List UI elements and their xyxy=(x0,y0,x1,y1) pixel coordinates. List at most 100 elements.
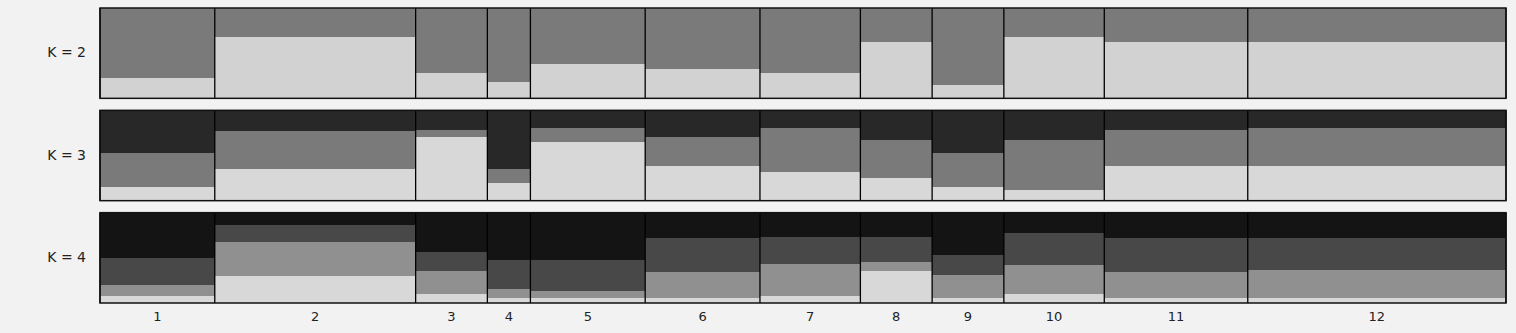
group-divider xyxy=(415,8,416,98)
bar-segment xyxy=(645,238,760,272)
bar-segment xyxy=(932,255,1004,275)
row-label: K = 4 xyxy=(47,249,86,265)
bar-segment xyxy=(1248,8,1506,42)
bar-segment xyxy=(530,213,645,260)
bar-segment xyxy=(860,8,932,42)
bar-segment xyxy=(416,130,488,137)
bar-segment xyxy=(487,183,530,201)
bar-segment xyxy=(530,64,645,98)
bar-segment xyxy=(760,110,860,128)
bar-segment xyxy=(215,8,416,37)
bar-segment xyxy=(530,260,645,292)
group-divider xyxy=(1003,8,1004,98)
bar-segment xyxy=(215,213,416,226)
group-divider xyxy=(1104,110,1105,200)
row-label: K = 2 xyxy=(47,44,86,60)
bar-segment xyxy=(645,110,760,137)
group-divider xyxy=(530,213,531,303)
group-divider xyxy=(530,110,531,200)
bar-segment xyxy=(215,131,416,169)
bar-segment xyxy=(760,264,860,296)
bar-segment xyxy=(645,298,760,303)
frame xyxy=(100,8,1506,98)
bar-segment xyxy=(645,8,760,69)
tick-label: 12 xyxy=(1369,309,1386,324)
bar-segment xyxy=(1004,233,1104,265)
bar-segment xyxy=(760,296,860,303)
bar-segment xyxy=(1104,213,1247,238)
group-divider xyxy=(1003,213,1004,303)
bar-segment xyxy=(215,242,416,276)
tick-label: 10 xyxy=(1046,309,1063,324)
bar-segment xyxy=(530,8,645,64)
group-divider xyxy=(214,110,215,200)
plot-background xyxy=(100,213,1506,303)
bar-segment xyxy=(760,237,860,264)
bar-segment xyxy=(1104,298,1247,303)
bar-segment xyxy=(932,187,1004,201)
bars xyxy=(100,213,1506,303)
group-divider xyxy=(931,213,932,303)
bar-segment xyxy=(860,110,932,140)
bar-segment xyxy=(416,8,488,73)
group-divider xyxy=(415,213,416,303)
bar-segment xyxy=(1004,294,1104,303)
frame xyxy=(100,213,1506,303)
bar-segment xyxy=(1004,213,1104,234)
bar-segment xyxy=(932,110,1004,152)
bar-segment xyxy=(100,258,215,285)
group-divider xyxy=(860,8,861,98)
tick-label: 4 xyxy=(505,309,513,324)
bar-segment xyxy=(487,110,530,169)
bar-segment xyxy=(100,285,215,296)
bar-segment xyxy=(1104,130,1247,166)
tick-label: 8 xyxy=(892,309,900,324)
group-divider xyxy=(931,110,932,200)
bar-segment xyxy=(416,271,488,294)
bar-segment xyxy=(932,85,1004,99)
group-divider xyxy=(214,213,215,303)
panel: K = 4123456789101112 xyxy=(47,213,1506,324)
bar-segment xyxy=(100,8,215,78)
bar-segment xyxy=(530,142,645,201)
plot-background xyxy=(100,8,1506,98)
bar-segment xyxy=(487,298,530,303)
bar-segment xyxy=(760,128,860,171)
bar-segment xyxy=(100,213,215,258)
group-divider xyxy=(1247,8,1248,98)
bar-segment xyxy=(1248,42,1506,98)
group-divider xyxy=(645,213,646,303)
row-label: K = 3 xyxy=(47,147,86,163)
bar-segment xyxy=(860,271,932,303)
bar-segment xyxy=(860,42,932,98)
bar-segment xyxy=(860,213,932,237)
bar-segment xyxy=(1004,37,1104,98)
bar-segment xyxy=(860,262,932,271)
group-divider xyxy=(645,8,646,98)
bar-segment xyxy=(1104,166,1247,200)
tick-label: 5 xyxy=(584,309,592,324)
bars xyxy=(100,8,1506,98)
bar-segment xyxy=(215,110,416,131)
frame xyxy=(100,110,1506,200)
bar-segment xyxy=(645,272,760,297)
bar-segment xyxy=(645,137,760,166)
bar-segment xyxy=(416,252,488,272)
group-divider xyxy=(1003,110,1004,200)
bar-segment xyxy=(1004,190,1104,201)
tick-label: 9 xyxy=(964,309,972,324)
bar-segment xyxy=(1104,110,1247,130)
panel: K = 3 xyxy=(47,110,1506,200)
bar-segment xyxy=(1248,128,1506,166)
bar-segment xyxy=(932,275,1004,298)
bar-segment xyxy=(1004,265,1104,294)
tick-label: 11 xyxy=(1168,309,1185,324)
bar-segment xyxy=(487,82,530,98)
bar-segment xyxy=(487,289,530,298)
bars xyxy=(100,110,1506,200)
group-divider xyxy=(759,8,760,98)
bar-segment xyxy=(416,137,488,200)
bar-segment xyxy=(1248,238,1506,271)
bar-segment xyxy=(1004,8,1104,37)
bar-segment xyxy=(760,172,860,201)
